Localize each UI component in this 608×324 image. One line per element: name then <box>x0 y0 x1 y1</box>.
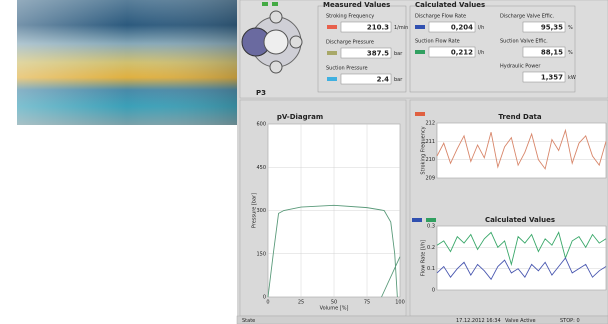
status-text: State <box>242 318 255 324</box>
field-swatch <box>327 51 337 55</box>
field-unit: % <box>568 50 573 56</box>
chart-title: Calculated Values <box>485 216 555 224</box>
group-title: Measured Values <box>323 1 390 9</box>
legend-swatch <box>415 112 425 116</box>
y-tick-label: 600 <box>256 122 266 128</box>
y-tick-label: 209 <box>425 176 435 182</box>
data-line <box>436 128 607 170</box>
field-value: 0,212 <box>451 49 473 57</box>
legend-swatch <box>412 218 422 222</box>
pump-label: P3 <box>256 89 266 97</box>
field-unit: l/h <box>478 25 484 31</box>
x-tick-label: 0 <box>266 300 269 306</box>
pump-icon <box>241 2 303 74</box>
x-tick-label: 25 <box>298 300 304 306</box>
data-line <box>267 204 401 298</box>
field-label: Hydraulic Power <box>500 64 541 70</box>
value-box <box>522 46 566 58</box>
field-label: Discharge Flow Rate <box>415 14 466 20</box>
y-tick-label: 212 <box>425 121 435 127</box>
field-unit: 1/min <box>394 25 408 31</box>
value-box <box>340 73 392 85</box>
field-swatch <box>327 25 337 29</box>
field-value: 0,204 <box>451 24 473 32</box>
status-text: 17.12.2012 16:34 <box>456 318 501 324</box>
field-value: 95,35 <box>541 24 563 32</box>
y-tick-label: 300 <box>256 208 266 214</box>
value-box <box>428 46 476 58</box>
field-swatch <box>327 77 337 81</box>
value-box <box>522 21 566 33</box>
y-axis-label: Stroking Frequency <box>421 126 427 174</box>
x-tick-label: 75 <box>364 300 370 306</box>
status-text: Valve Active <box>505 318 536 324</box>
data-line <box>436 231 607 267</box>
y-tick-label: 0.3 <box>427 224 435 230</box>
group-title: Calculated Values <box>415 1 485 9</box>
y-tick-label: 0.1 <box>427 266 435 272</box>
photo-shade <box>17 0 237 125</box>
field-value: 1,357 <box>541 74 563 82</box>
field-value: 387.5 <box>367 50 389 58</box>
y-tick-label: 211 <box>425 139 435 145</box>
field-label: Suction Valve Effic. <box>500 39 548 45</box>
plot-area <box>436 225 607 291</box>
value-box <box>428 21 476 33</box>
data-line <box>436 257 607 281</box>
chart-title: pV-Diagram <box>277 113 323 121</box>
field-label: Suction Pressure <box>326 66 368 72</box>
value-box <box>340 21 392 33</box>
status-bar <box>236 315 608 324</box>
legend-swatch <box>426 218 436 222</box>
field-swatch <box>415 25 425 29</box>
calculated-group <box>409 5 576 93</box>
plot-area <box>436 122 607 179</box>
x-tick-label: 50 <box>331 300 337 306</box>
measured-group <box>317 5 407 93</box>
status-text: STOP: 0 <box>560 318 580 324</box>
field-unit: l/h <box>478 50 484 56</box>
y-tick-label: 150 <box>256 251 266 257</box>
value-box <box>522 71 566 83</box>
field-unit: bar <box>394 77 403 83</box>
field-unit: kW <box>568 75 576 81</box>
field-unit: % <box>568 25 573 31</box>
y-tick-label: 450 <box>256 165 266 171</box>
field-label: Suction Flow Rate <box>415 39 460 45</box>
chart-title: Trend Data <box>498 113 542 121</box>
field-unit: bar <box>394 51 403 57</box>
y-axis-label: Pressure [bar] <box>252 193 258 228</box>
y-tick-label: 0 <box>263 295 266 301</box>
y-tick-label: 210 <box>425 157 435 163</box>
value-box <box>340 47 392 59</box>
y-tick-label: 0 <box>432 288 435 294</box>
y-tick-label: 0.2 <box>427 245 435 251</box>
field-label: Discharge Valve Effic. <box>500 14 554 20</box>
field-label: Stroking Frequency <box>326 14 374 20</box>
field-value: 2.4 <box>377 76 390 84</box>
field-label: Discharge Pressure <box>326 40 374 46</box>
field-value: 210.3 <box>367 24 389 32</box>
x-axis-label: Volume [%] <box>320 306 349 312</box>
field-value: 88,15 <box>541 49 563 57</box>
field-swatch <box>415 50 425 54</box>
y-axis-label: Flow Rate [l/h] <box>421 240 427 276</box>
x-tick-label: 100 <box>395 300 405 306</box>
